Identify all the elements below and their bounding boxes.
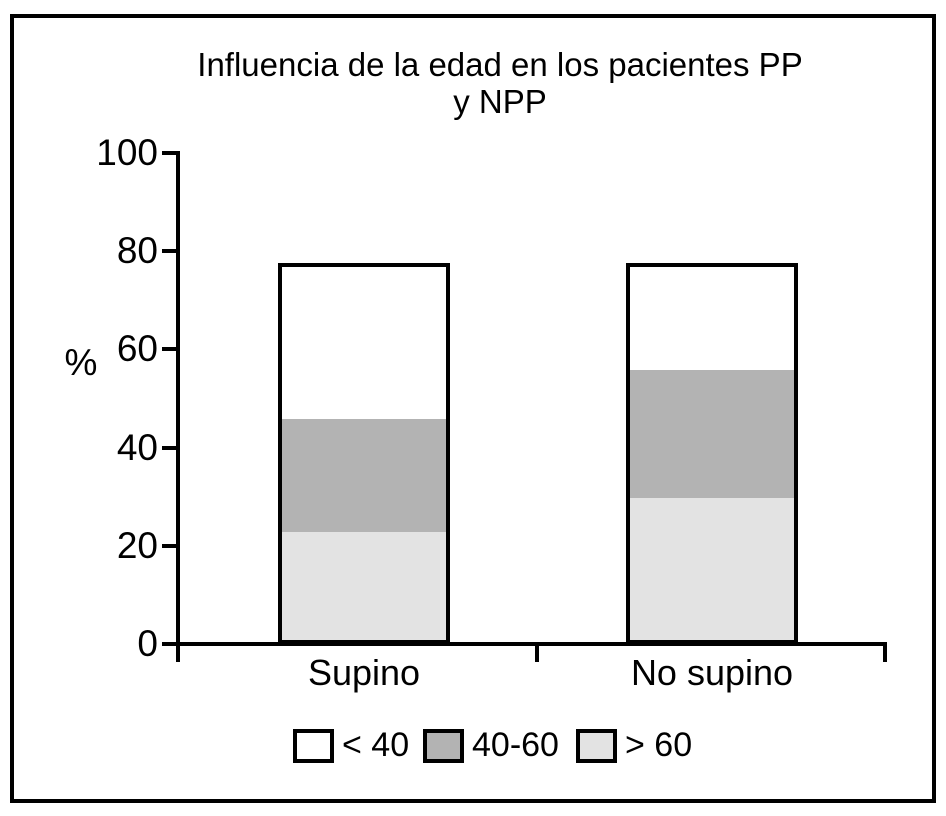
chart-title-line1: Influencia de la edad en los pacientes P… bbox=[197, 46, 803, 83]
y-tick bbox=[162, 249, 177, 254]
legend-swatch-40-60 bbox=[423, 728, 464, 763]
bar-segment-60 bbox=[281, 531, 446, 640]
y-axis-line bbox=[176, 151, 180, 662]
bar-segment-4060 bbox=[281, 419, 446, 532]
bar-no-supino bbox=[625, 263, 798, 644]
y-tick bbox=[162, 543, 177, 548]
category-label-supino: Supino bbox=[307, 652, 421, 693]
legend-label-lt40: < 40 bbox=[342, 726, 410, 764]
bar-segment-4060 bbox=[629, 369, 794, 498]
y-tick bbox=[162, 445, 177, 450]
y-tick-label: 80 bbox=[116, 230, 158, 272]
bar-supino bbox=[277, 263, 450, 644]
y-axis-label: % bbox=[64, 342, 98, 383]
x-axis-line bbox=[176, 642, 887, 646]
legend-swatch-gt60 bbox=[576, 728, 617, 763]
y-tick-label: 0 bbox=[137, 623, 158, 664]
chart-title: Influencia de la edad en los pacientes P… bbox=[55, 46, 945, 120]
x-tick bbox=[883, 642, 887, 662]
bar-segment-40 bbox=[281, 267, 446, 420]
y-tick-label: 100 bbox=[96, 132, 158, 173]
x-tick bbox=[535, 642, 539, 662]
y-tick-label: 20 bbox=[116, 524, 158, 566]
y-tick bbox=[162, 347, 177, 352]
y-tick-label: 60 bbox=[116, 328, 158, 370]
chart-title-line2: y NPP bbox=[453, 83, 547, 120]
legend-label-40-60: 40-60 bbox=[472, 726, 559, 764]
legend-item-40-60: 40-60 bbox=[423, 726, 559, 765]
legend-item-gt60: > 60 bbox=[576, 726, 692, 765]
y-tick bbox=[162, 642, 177, 646]
bar-segment-40 bbox=[629, 267, 794, 370]
bar-segment-60 bbox=[629, 497, 794, 640]
legend-swatch-lt40 bbox=[293, 728, 334, 763]
chart-frame bbox=[10, 14, 936, 803]
legend-item-lt40: < 40 bbox=[293, 726, 409, 765]
legend-label-gt60: > 60 bbox=[625, 726, 693, 764]
category-label-no-supino: No supino bbox=[630, 652, 794, 693]
y-tick-label: 40 bbox=[116, 426, 158, 468]
x-tick bbox=[176, 642, 180, 662]
y-tick bbox=[162, 151, 177, 155]
